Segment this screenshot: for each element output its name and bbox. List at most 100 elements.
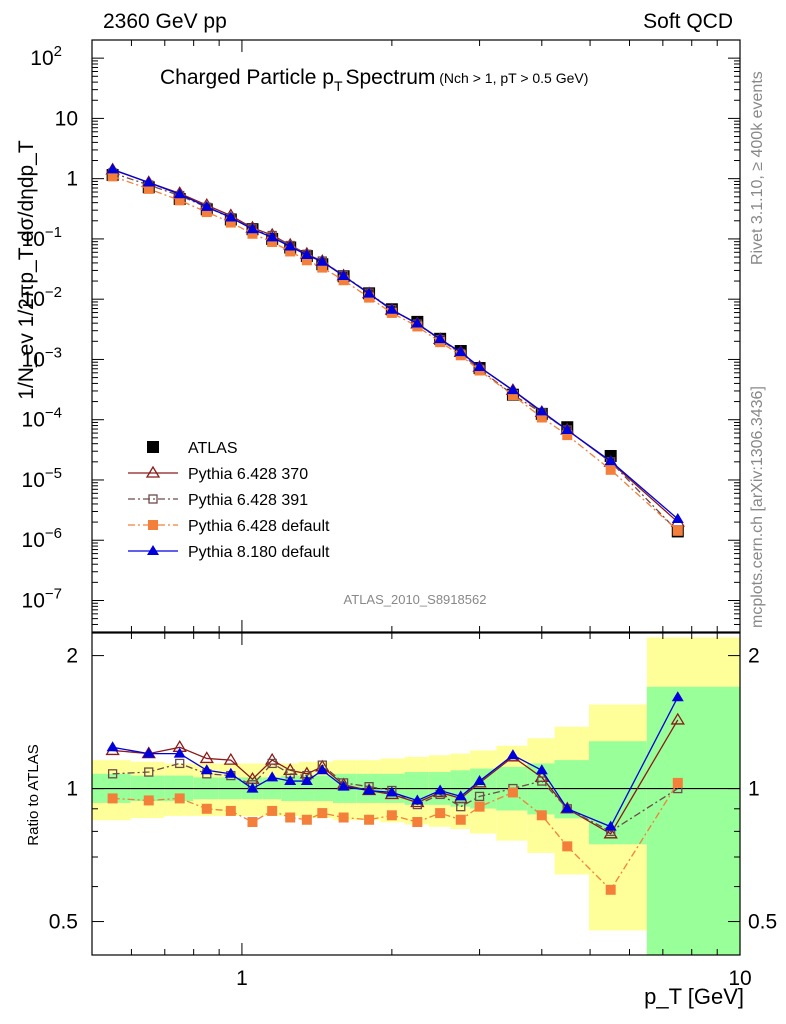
series-point-ratio bbox=[142, 747, 155, 758]
series-point-ratio bbox=[455, 814, 466, 825]
series-point-main bbox=[143, 183, 154, 194]
series-point-ratio bbox=[174, 793, 185, 804]
series-point-ratio bbox=[316, 764, 329, 775]
y-tick-base: 10 bbox=[22, 409, 45, 432]
series-point-ratio bbox=[266, 771, 279, 782]
series-point-ratio bbox=[285, 812, 296, 823]
series-point-main bbox=[536, 412, 547, 423]
y-tick-exponent: −6 bbox=[45, 525, 62, 542]
ratio-panel-frame: 1 10 0.5 0.5 1 1 2 2 bbox=[49, 632, 777, 990]
series-point-ratio bbox=[301, 814, 312, 825]
ratio-y-axis-label: Ratio to ATLAS bbox=[25, 744, 42, 845]
series-point-ratio bbox=[473, 775, 486, 786]
series-point-main bbox=[672, 525, 683, 536]
series-point-main bbox=[363, 287, 376, 298]
rivet-info: Rivet 3.1.10, ≥ 400k events bbox=[749, 71, 766, 265]
series-point-main bbox=[337, 270, 350, 281]
series-point-main bbox=[284, 240, 297, 251]
series-point-main bbox=[200, 200, 213, 211]
series-point-main bbox=[106, 163, 119, 174]
series-line-ratio bbox=[112, 696, 679, 828]
mcplots-info: mcplots.cern.ch [arXiv:1306.3436] bbox=[749, 386, 766, 628]
series-point-main bbox=[385, 303, 398, 314]
green-band-bin bbox=[588, 741, 647, 845]
y-tick-base: 10 bbox=[22, 348, 45, 371]
series-point-ratio bbox=[224, 767, 237, 778]
series-point-ratio bbox=[507, 787, 518, 798]
series-point-main bbox=[434, 333, 447, 344]
ratio-y-tick-label: 1 bbox=[66, 778, 78, 801]
series-point-ratio bbox=[143, 795, 154, 806]
series-point-ratio bbox=[223, 752, 238, 765]
series-point-main bbox=[266, 231, 279, 242]
legend-entry-label: Pythia 6.428 370 bbox=[188, 466, 308, 483]
series-point-main bbox=[605, 464, 616, 475]
series-point-main bbox=[173, 188, 186, 199]
series-point-ratio bbox=[435, 808, 446, 819]
series-point-ratio bbox=[267, 758, 277, 769]
series-point-ratio bbox=[537, 776, 547, 786]
series-point-ratio bbox=[337, 780, 350, 791]
series-point-ratio bbox=[670, 712, 685, 725]
series-point-ratio bbox=[225, 805, 236, 816]
series-point-ratio bbox=[535, 764, 548, 775]
atlas-uncertainty-bands bbox=[92, 637, 740, 955]
analysis-watermark: ATLAS_2010_S8918562 bbox=[344, 592, 487, 607]
y-tick-exponent: −4 bbox=[45, 405, 62, 422]
series-point-main bbox=[142, 176, 155, 187]
y-tick-exponent: 2 bbox=[54, 43, 62, 60]
series-point-ratio bbox=[454, 790, 467, 801]
series-point-ratio bbox=[456, 802, 466, 812]
series-point-ratio bbox=[363, 784, 376, 795]
y-tick-exponent: −7 bbox=[45, 585, 62, 602]
y-tick-label: 10−4 bbox=[22, 405, 62, 432]
series-point-ratio bbox=[175, 758, 185, 769]
series-point-ratio bbox=[107, 769, 118, 779]
legend-entry-label: Pythia 6.428 default bbox=[188, 518, 330, 535]
series-point-main bbox=[562, 430, 573, 441]
series-point-main bbox=[107, 171, 118, 182]
series-point-main bbox=[506, 384, 519, 395]
series-point-ratio bbox=[201, 803, 212, 814]
series-point-main bbox=[224, 211, 237, 222]
main-panel-border bbox=[91, 39, 741, 633]
legend: ATLAS Pythia 6.428 370 Pythia 6.428 391 Pyt… bbox=[128, 440, 330, 561]
legend-marker bbox=[147, 545, 159, 555]
y-tick-base: 10 bbox=[55, 107, 78, 130]
series-point-ratio bbox=[200, 764, 213, 775]
chart-title-subscript: T bbox=[334, 78, 343, 94]
series-point-ratio bbox=[199, 751, 214, 764]
y-tick-label: 10−5 bbox=[22, 465, 62, 492]
series-point-ratio bbox=[672, 777, 683, 788]
chart-title-sub: (Nch > 1, pT > 0.5 GeV) bbox=[435, 70, 588, 86]
series-point-main bbox=[300, 249, 313, 260]
series-point-main bbox=[246, 223, 259, 234]
series-point-main bbox=[604, 455, 617, 466]
ratio-y-tick-label-right: 1 bbox=[748, 778, 760, 801]
y-tick-exponent: −2 bbox=[45, 284, 62, 301]
y-tick-label: 10 bbox=[55, 107, 78, 130]
y-tick-label: 10−2 bbox=[22, 284, 62, 311]
header-right: Soft QCD bbox=[643, 10, 733, 33]
main-y-axis-label-text: 1/N_ev 1/2πp_T dσ/dηdp_T bbox=[15, 140, 38, 400]
series-point-ratio bbox=[603, 826, 618, 839]
ratio-y-tick-label-right: 2 bbox=[748, 645, 760, 668]
series-point-main bbox=[535, 405, 548, 416]
series-point-main bbox=[225, 217, 236, 228]
series-point-ratio bbox=[364, 814, 375, 825]
series-point-ratio bbox=[173, 747, 186, 758]
series-point-ratio bbox=[474, 801, 485, 812]
y-tick-exponent: −1 bbox=[45, 224, 62, 241]
series-line-main bbox=[112, 168, 679, 520]
ratio-panel-border bbox=[91, 632, 741, 956]
x-tick-label: 1 bbox=[236, 967, 248, 990]
y-tick-base: 10 bbox=[30, 47, 53, 70]
series-point-ratio bbox=[562, 841, 573, 852]
y-tick-base: 10 bbox=[22, 589, 45, 612]
chart-title-rest: Spectrum bbox=[346, 66, 436, 89]
series-point-ratio bbox=[536, 810, 547, 821]
series-point-ratio bbox=[506, 749, 519, 760]
series-line-ratio bbox=[112, 762, 679, 833]
series-point-ratio bbox=[247, 817, 258, 828]
